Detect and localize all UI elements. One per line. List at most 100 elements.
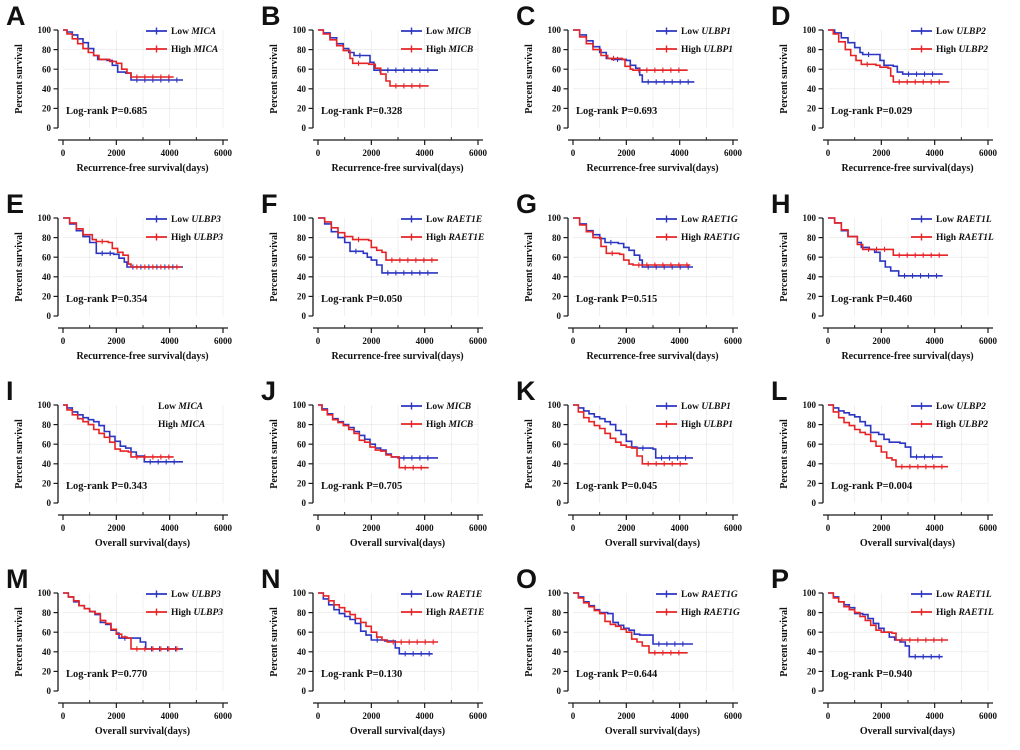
y-tick-label: 20: [42, 666, 52, 676]
y-tick-label: 0: [557, 686, 562, 696]
y-tick-label: 20: [807, 104, 817, 114]
y-tick-label: 80: [552, 232, 562, 242]
y-tick-label: 80: [297, 232, 307, 242]
high-curve: [63, 29, 174, 80]
gridlines: [63, 30, 224, 128]
x-axis: 0 2000 4000 6000: [58, 699, 233, 721]
gridlines: [828, 217, 989, 316]
y-tick-label: 60: [42, 627, 52, 637]
y-tick-label: 40: [42, 272, 52, 282]
y-axis-label: Percent survival: [524, 44, 535, 114]
x-tick-label: 4000: [161, 523, 180, 533]
low-legend-label: Low ULBP2: [936, 27, 986, 37]
x-tick-label: 2000: [362, 523, 381, 533]
y-axis-label: Percent survival: [14, 419, 25, 489]
high-curve: [63, 591, 181, 651]
x-tick-label: 0: [826, 711, 831, 721]
y-axis-label: Percent survival: [779, 44, 790, 114]
y-tick-label: 20: [807, 479, 817, 489]
legend: Low ULBP3 High ULBP3: [146, 215, 223, 243]
km-plot-D: D 0 20 40 60 80 100 Percent survival 0 2000 4000 60…: [771, 1, 998, 174]
km-plot-G: G 0 20 40 60 80 100 Percent survival 0 2000 4000 60…: [516, 189, 743, 362]
x-axis: 0 2000 4000 6000: [58, 512, 233, 533]
legend: Low ULBP2 High ULBP2: [911, 27, 988, 55]
panel-letter: C: [516, 1, 536, 31]
y-tick-label: 40: [297, 84, 307, 94]
x-axis-label: Overall survival(days): [95, 538, 190, 549]
x-tick-label: 4000: [416, 148, 435, 158]
x-tick-label: 4000: [926, 523, 945, 533]
y-tick-label: 0: [47, 311, 52, 321]
x-axis: 0 2000 4000 6000: [823, 137, 998, 158]
x-tick-label: 2000: [872, 711, 891, 721]
x-tick-label: 6000: [724, 148, 743, 158]
y-tick-label: 20: [552, 666, 562, 676]
low-curve: [318, 404, 438, 461]
km-plot-M: M 0 20 40 60 80 100 Percent survival 0 2000 4000 60…: [6, 564, 233, 737]
low-legend-label: Low ULBP3: [171, 215, 221, 225]
gridlines: [318, 30, 479, 128]
low-legend-label: Low MICB: [426, 27, 471, 37]
high-curve: [828, 404, 948, 470]
km-plot-E: E 0 20 40 60 80 100 Percent survival 0 2000 4000 60…: [6, 189, 233, 362]
x-tick-label: 6000: [214, 148, 233, 158]
y-axis: 0 20 40 60 80 100: [293, 213, 314, 321]
panel-letter: G: [516, 189, 537, 219]
x-axis: 0 2000 4000 6000: [313, 512, 488, 533]
x-axis-label: Overall survival(days): [860, 538, 955, 549]
x-tick-label: 0: [826, 336, 831, 346]
y-tick-label: 40: [42, 459, 52, 469]
panel-F: F 0 20 40 60 80 100 Percent survival 0 2000 4000 60…: [255, 188, 510, 376]
y-tick-label: 60: [552, 627, 562, 637]
low-curve: [828, 591, 943, 659]
y-tick-label: 40: [297, 272, 307, 282]
y-axis-label: Percent survival: [269, 232, 280, 302]
y-tick-label: 100: [293, 588, 307, 598]
gridlines: [63, 592, 224, 691]
low-curve: [318, 591, 433, 656]
x-tick-label: 4000: [161, 336, 180, 346]
x-tick-label: 0: [61, 148, 66, 158]
legend: Low RAET1L High RAET1L: [911, 590, 994, 618]
high-legend-label: High RAET1L: [936, 233, 994, 243]
y-tick-label: 20: [552, 104, 562, 114]
legend: Low RAET1E High RAET1E: [401, 215, 484, 243]
y-tick-label: 80: [42, 420, 52, 430]
panel-H: H 0 20 40 60 80 100 Percent survival 0 2000 4000 60…: [765, 188, 1020, 376]
low-legend-label: Low ULBP1: [681, 402, 731, 412]
y-tick-label: 0: [302, 686, 307, 696]
low-curve: [573, 591, 693, 647]
high-curve: [828, 591, 948, 643]
y-tick-label: 100: [548, 25, 562, 35]
legend: Low ULBP3 High ULBP3: [146, 590, 223, 618]
y-tick-label: 80: [297, 420, 307, 430]
gridlines: [318, 217, 479, 316]
x-axis: 0 2000 4000 6000: [58, 324, 233, 346]
panel-letter: A: [6, 1, 26, 31]
x-tick-label: 0: [316, 711, 321, 721]
y-tick-label: 60: [807, 252, 817, 262]
low-curve: [573, 404, 693, 461]
y-axis-label: Percent survival: [269, 419, 280, 489]
x-tick-label: 6000: [979, 336, 998, 346]
y-tick-label: 40: [552, 84, 562, 94]
y-tick-label: 80: [807, 607, 817, 617]
panel-letter: K: [516, 376, 536, 406]
km-plot-J: J 0 20 40 60 80 100 Percent survival 0 2000 4000 60…: [261, 376, 488, 549]
p-value-label: Log-rank P=0.328: [321, 106, 402, 117]
gridlines: [63, 217, 224, 316]
y-tick-label: 40: [807, 272, 817, 282]
y-tick-label: 100: [38, 400, 52, 410]
low-curve: [63, 29, 183, 83]
y-tick-label: 0: [812, 311, 817, 321]
y-tick-label: 20: [552, 479, 562, 489]
x-tick-label: 6000: [469, 336, 488, 346]
p-value-label: Log-rank P=0.045: [576, 481, 657, 492]
x-tick-label: 6000: [469, 711, 488, 721]
y-tick-label: 20: [552, 291, 562, 301]
y-tick-label: 0: [557, 311, 562, 321]
y-tick-label: 40: [297, 647, 307, 657]
x-axis: 0 2000 4000 6000: [313, 137, 488, 158]
panel-N: N 0 20 40 60 80 100 Percent survival 0 2000 4000 60…: [255, 563, 510, 750]
low-curve: [63, 404, 183, 465]
